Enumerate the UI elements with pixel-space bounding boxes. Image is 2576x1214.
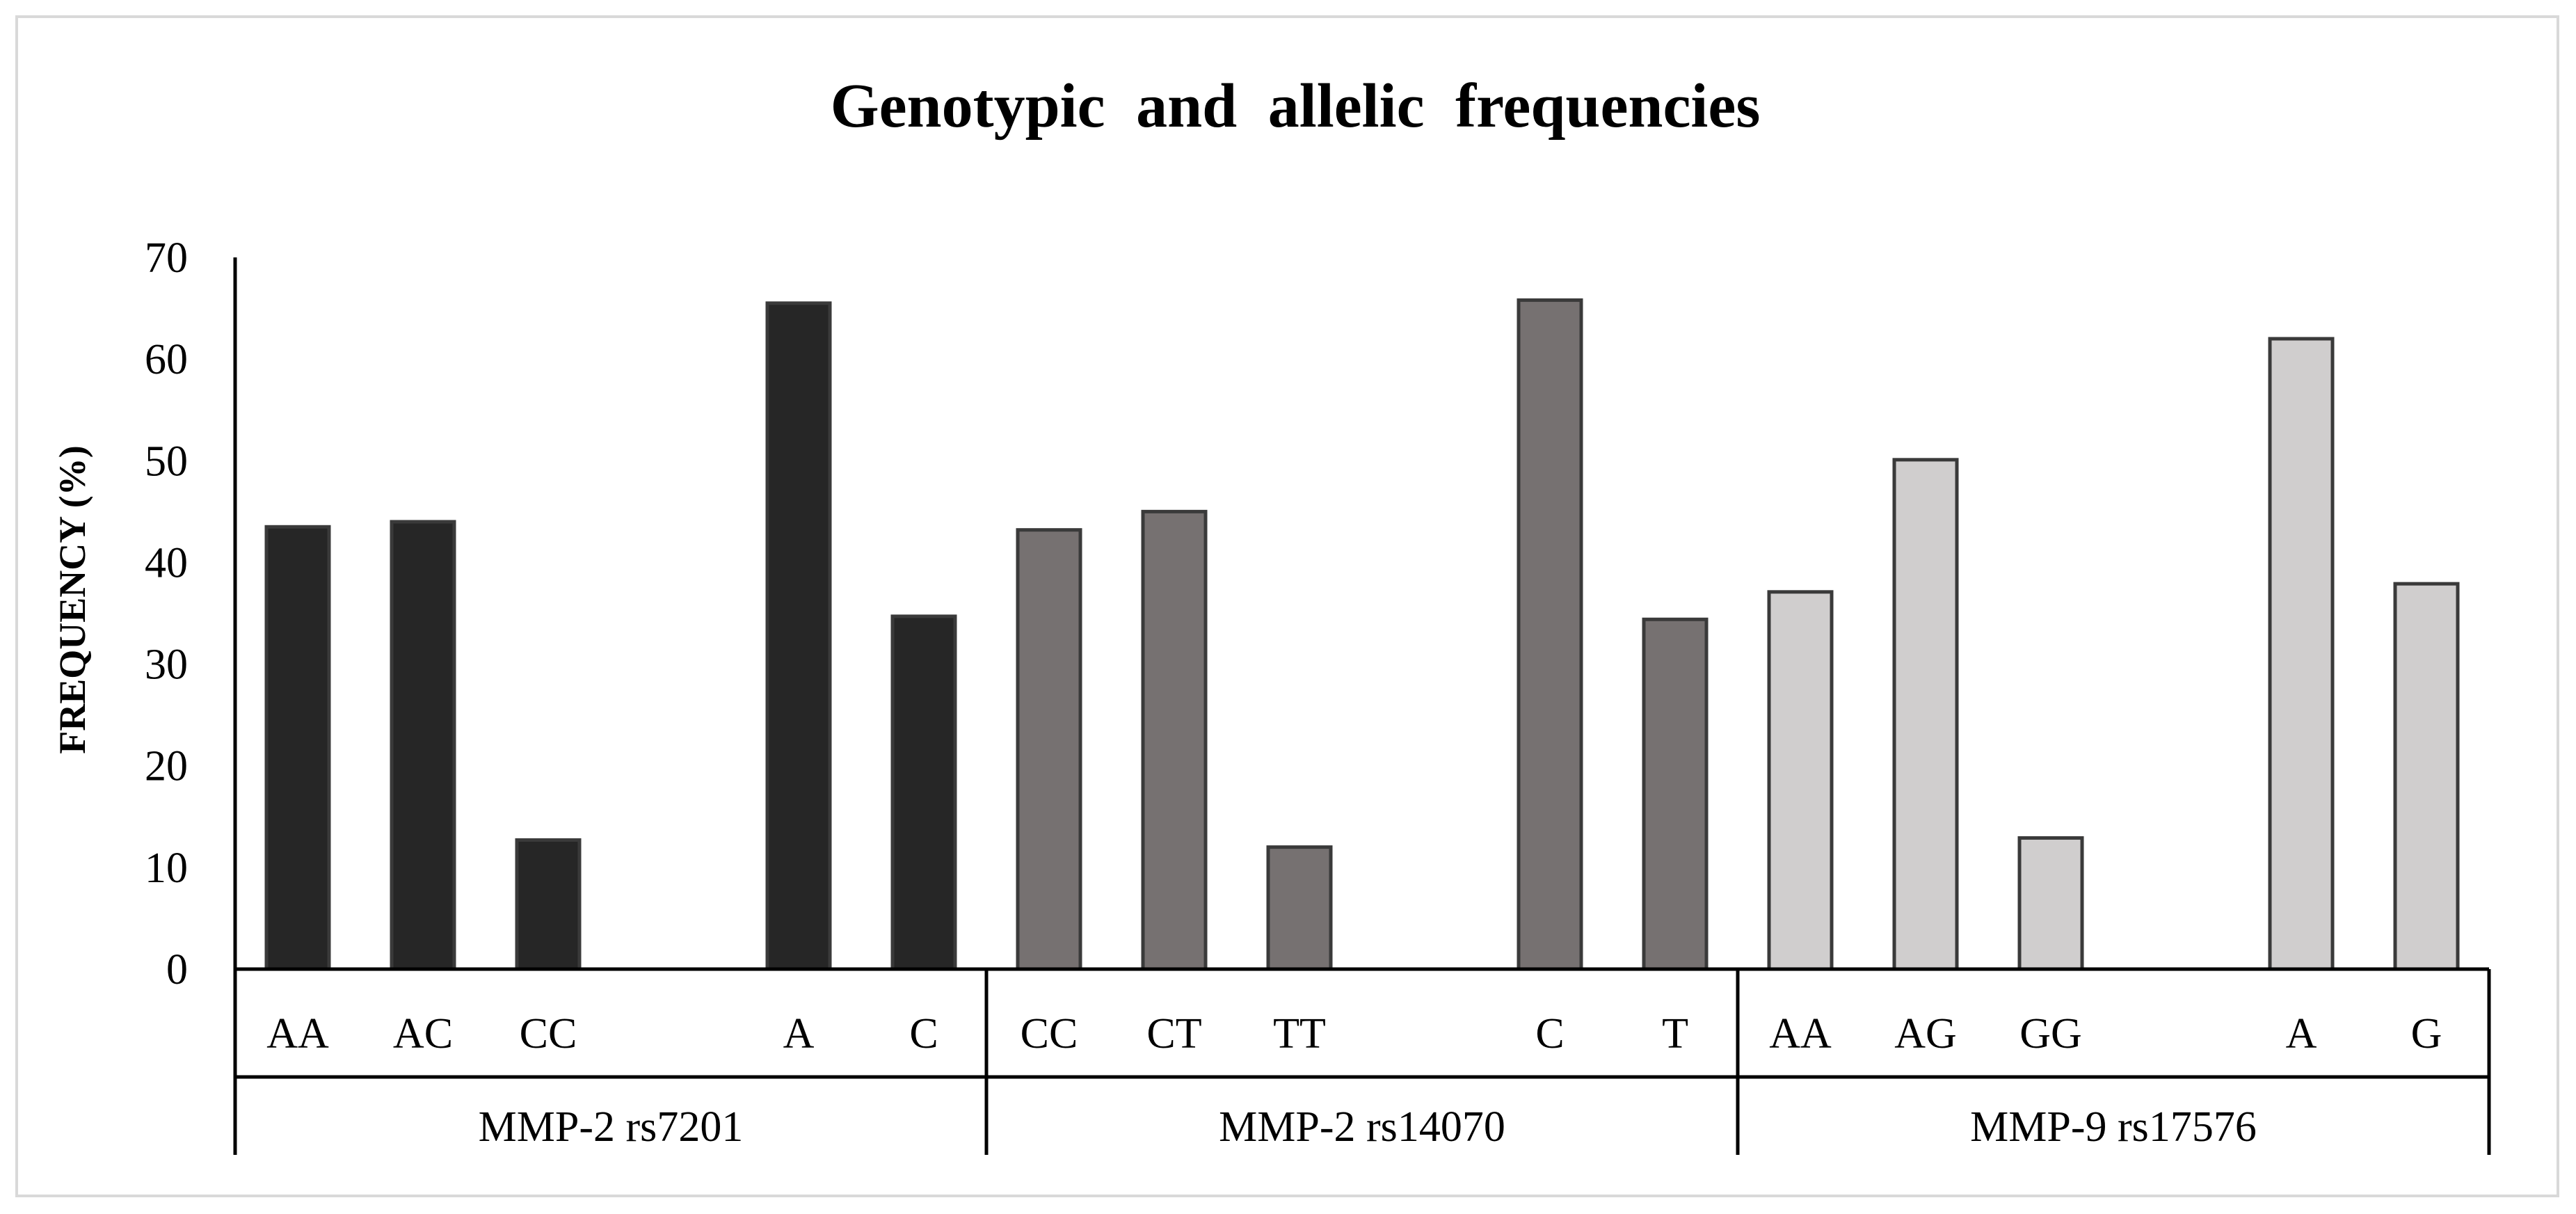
y-tick-label: 30 — [145, 641, 188, 689]
bar — [390, 520, 456, 971]
bar — [890, 614, 957, 971]
y-tick-label: 10 — [145, 845, 188, 892]
x-tick-label: TT — [1273, 1010, 1326, 1057]
group-label: MMP-2 rs14070 — [1219, 1103, 1505, 1151]
bar — [1141, 509, 1208, 971]
x-tick-label: AG — [1894, 1010, 1957, 1057]
chart-title: Genotypic and allelic frequencies — [831, 72, 1761, 141]
x-tick-label: C — [1535, 1010, 1564, 1057]
x-tick-labels: AA AC CC A C CC CT TT C T AA AG GG A G — [266, 1010, 2442, 1057]
x-tick-label: C — [909, 1010, 938, 1057]
bar — [2268, 337, 2335, 971]
x-tick-label: AA — [1769, 1010, 1832, 1057]
y-tick-label: 50 — [145, 438, 188, 485]
y-tick-labels: 0 10 20 30 40 50 60 70 — [145, 234, 188, 993]
bar — [1892, 458, 1959, 971]
bar — [1266, 845, 1333, 971]
bar — [1517, 298, 1583, 971]
group-labels: MMP-2 rs7201 MMP-2 rs14070 MMP-9 rs17576 — [479, 1103, 2257, 1151]
x-tick-label: AA — [266, 1010, 329, 1057]
y-tick-label: 20 — [145, 743, 188, 790]
x-tick-label: AC — [393, 1010, 453, 1057]
bar — [515, 838, 582, 971]
y-tick-label: 0 — [166, 946, 188, 993]
bar — [1016, 528, 1082, 971]
x-tick-label: CT — [1146, 1010, 1201, 1057]
y-tick-label: 60 — [145, 336, 188, 383]
bar — [2393, 582, 2460, 971]
group-label: MMP-2 rs7201 — [479, 1103, 744, 1151]
x-tick-label: A — [2286, 1010, 2317, 1057]
axes — [233, 257, 2491, 1155]
bar — [1642, 617, 1709, 971]
bar — [765, 301, 832, 971]
x-tick-label: T — [1662, 1010, 1688, 1057]
group-label: MMP-9 rs17576 — [1970, 1103, 2257, 1151]
x-tick-label: CC — [520, 1010, 577, 1057]
y-axis-label: FREQUENCY (%) — [51, 445, 93, 753]
y-tick-label: 40 — [145, 539, 188, 586]
x-tick-label: GG — [2019, 1010, 2082, 1057]
x-tick-label: CC — [1021, 1010, 1078, 1057]
bar — [264, 525, 331, 971]
bar — [2017, 836, 2084, 971]
y-tick-label: 70 — [145, 234, 188, 282]
x-tick-label: G — [2411, 1010, 2442, 1057]
x-tick-label: A — [783, 1010, 815, 1057]
bars — [264, 298, 2460, 971]
bar — [1767, 590, 1834, 971]
